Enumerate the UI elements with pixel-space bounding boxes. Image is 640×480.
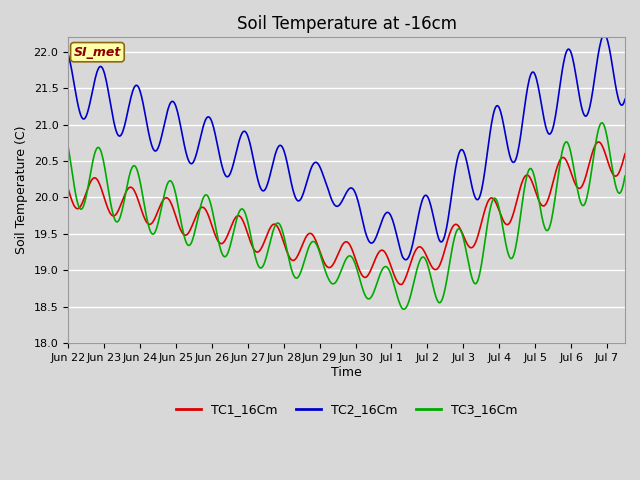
TC3_16Cm [465, 260, 472, 265]
TC1_16Cm [465, 243, 472, 249]
TC3_16Cm [400, 306, 408, 312]
TC1_16Cm [323, 264, 330, 269]
Text: SI_met: SI_met [74, 46, 121, 59]
TC1_16Cm [64, 186, 72, 192]
Legend: TC1_16Cm, TC2_16Cm, TC3_16Cm: TC1_16Cm, TC2_16Cm, TC3_16Cm [171, 398, 523, 421]
Line: TC1_16Cm: TC1_16Cm [68, 142, 625, 285]
TC2_16Cm [478, 186, 486, 192]
X-axis label: Time: Time [332, 365, 362, 379]
TC2_16Cm [142, 117, 150, 122]
TC2_16Cm [465, 166, 472, 172]
TC2_16Cm [64, 52, 72, 58]
TC2_16Cm [621, 96, 629, 102]
Line: TC3_16Cm: TC3_16Cm [68, 123, 625, 309]
TC3_16Cm [142, 212, 150, 217]
TC1_16Cm [397, 282, 404, 288]
Y-axis label: Soil Temperature (C): Soil Temperature (C) [15, 126, 28, 254]
TC3_16Cm [323, 272, 330, 277]
Line: TC2_16Cm: TC2_16Cm [68, 35, 625, 260]
TC2_16Cm [67, 60, 74, 66]
TC2_16Cm [323, 182, 330, 188]
TC3_16Cm [598, 120, 605, 126]
TC1_16Cm [621, 151, 629, 156]
Title: Soil Temperature at -16cm: Soil Temperature at -16cm [237, 15, 456, 33]
TC3_16Cm [64, 144, 72, 150]
TC1_16Cm [595, 139, 603, 145]
TC3_16Cm [302, 253, 310, 259]
TC3_16Cm [67, 158, 74, 164]
TC1_16Cm [142, 218, 150, 224]
TC3_16Cm [478, 259, 486, 265]
TC1_16Cm [478, 218, 486, 224]
TC2_16Cm [600, 32, 608, 37]
TC3_16Cm [621, 173, 629, 179]
TC1_16Cm [67, 193, 74, 199]
TC2_16Cm [401, 257, 409, 263]
TC1_16Cm [302, 235, 310, 240]
TC2_16Cm [302, 183, 310, 189]
